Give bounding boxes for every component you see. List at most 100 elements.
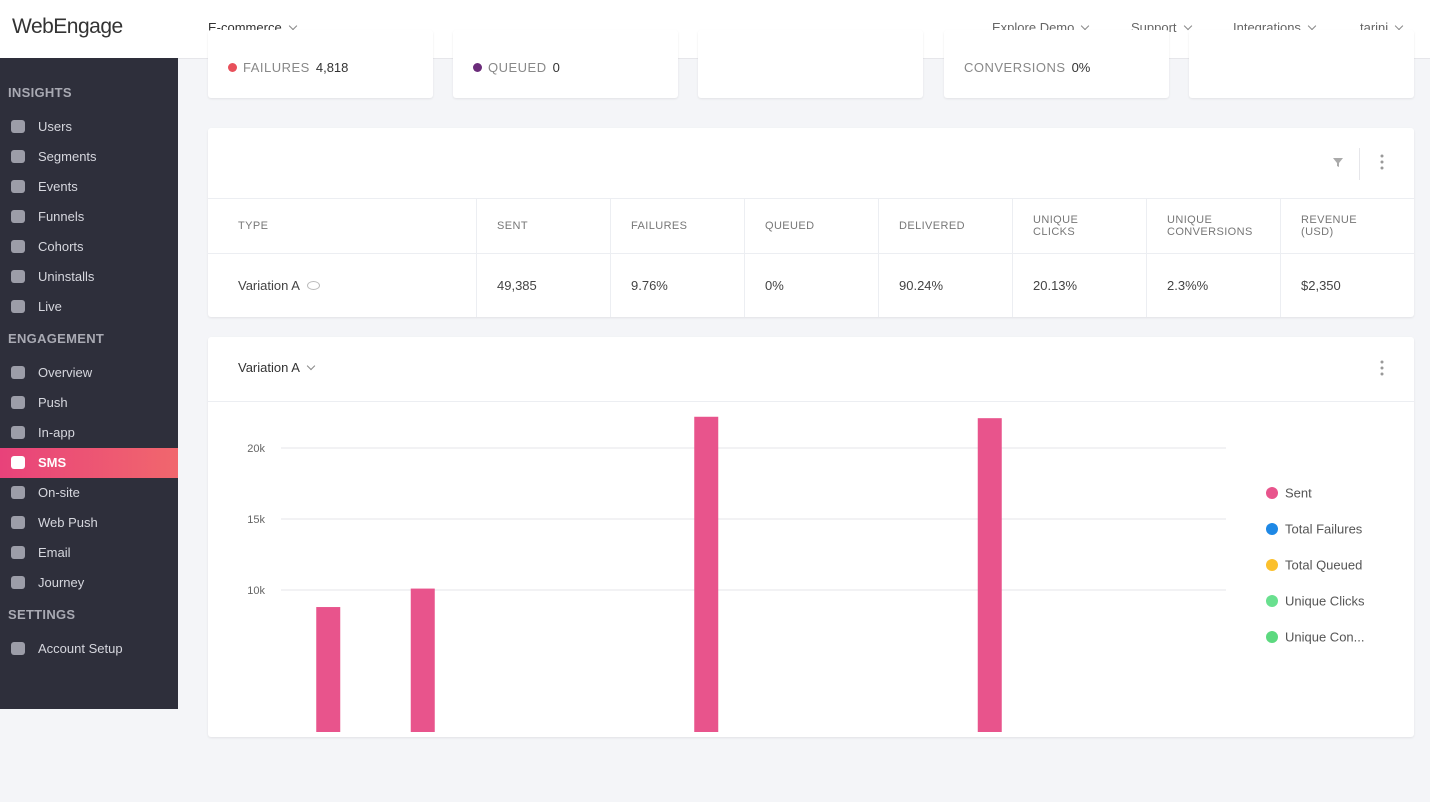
icon [11,516,25,529]
icon [11,396,25,409]
bar [410,588,435,732]
table-cell: 0% [744,254,878,317]
chevron [1307,21,1317,31]
section-title: INSIGHTS [8,85,72,100]
nav-label: Cohorts [38,239,84,254]
stat-row: QUEUED 0 [473,60,560,75]
stat-card [698,30,923,98]
table-cell: Variation A [208,254,476,317]
legend-label: Unique Clicks [1285,593,1365,608]
nav-link[interactable]: Cohorts [0,232,178,262]
nav-link[interactable]: Live [0,292,178,322]
column-header: QUEUED [744,198,878,254]
icon [11,576,25,589]
stat-label: FAILURES [243,60,310,75]
y-tick-label: 15k [247,514,265,526]
column-header: FAILURES [610,198,744,254]
icon [11,270,25,283]
nav-link[interactable]: Segments [0,142,178,172]
stat-label: CONVERSIONS [964,60,1066,75]
section-title: ENGAGEMENT [8,331,105,346]
icon [11,486,25,499]
table-cell: 90.24% [878,254,1012,317]
legend-swatch [1266,487,1278,499]
menu-icon[interactable] [1378,360,1386,376]
nav-label: On-site [38,485,80,500]
legend-label: Sent [1285,485,1312,500]
table-cell: 49,385 [476,254,610,317]
bar [694,416,719,732]
icon [11,240,25,253]
icon [11,546,25,559]
y-tick-label: 20k [247,443,265,455]
nav-link[interactable]: In-app [0,418,178,448]
cell-text: $2,350 [1301,278,1341,293]
nav-label: Web Push [38,515,98,530]
nav-label: Events [38,179,78,194]
icon [11,180,25,193]
cell-text: 9.76% [631,278,668,293]
nav-link[interactable]: Account Setup [0,634,178,664]
nav-label: Users [38,119,72,134]
logo[interactable]: WebEngage [12,15,123,38]
nav-label: Live [38,299,62,314]
column-header: SENT [476,198,610,254]
nav-link[interactable]: Events [0,172,178,202]
legend-swatch [1266,559,1278,571]
table-cell: 2.3%% [1146,254,1280,317]
legend-label: Total Queued [1285,557,1362,572]
column-header: UNIQUE CONVERSIONS [1146,198,1280,254]
stat-card: FAILURES 4,818 [208,30,433,98]
nav-link[interactable]: Push [0,388,178,418]
nav-label: In-app [38,425,75,440]
icon [11,120,25,133]
nav-link[interactable]: Uninstalls [0,262,178,292]
nav-link[interactable]: Web Push [0,508,178,538]
nav-label: Journey [38,575,85,590]
icon [11,426,25,439]
cell-text: 90.24% [899,278,944,293]
legend-swatch [1266,631,1278,643]
icon [11,366,25,379]
column-header: TYPE [238,220,269,232]
stat-card: QUEUED 0 [453,30,678,98]
chevron [1183,21,1192,31]
cell-text: 20.13% [1033,278,1078,293]
nav-label: Funnels [38,209,85,224]
nav-link[interactable]: Overview [0,358,178,388]
chart-card: Variation A 10k15k20k25kSentTotal Failur… [208,337,1414,737]
variation-select[interactable]: Variation A [238,360,316,375]
y-tick-label: 10k [247,585,265,597]
nav-label: Email [38,545,71,560]
nav-label: Segments [38,149,97,164]
table-cell: $2,350 [1280,254,1414,317]
cell-text: 49,385 [497,278,537,293]
nav-link[interactable]: Journey [0,568,178,598]
sidebar: INSIGHTS Users Segments Events Funnels Cohort… [0,58,178,709]
filter-icon[interactable] [1332,156,1344,168]
nav-label: Uninstalls [38,269,95,284]
nav-label: SMS [38,455,67,470]
icon [11,300,25,313]
menu-icon[interactable] [1378,154,1386,170]
nav-link[interactable]: SMS [0,448,178,478]
column-header: REVENUE (USD) [1280,198,1414,254]
cell-text: 0% [765,278,784,293]
bar [977,418,1002,732]
column-header: UNIQUE CLICKS [1012,198,1146,254]
nav-link[interactable]: Email [0,538,178,568]
legend-label: Total Failures [1285,521,1363,536]
stat-dot [473,63,482,72]
stat-value: 4,818 [315,60,349,75]
nav-link[interactable]: Funnels [0,202,178,232]
cell-text: 2.3%% [1167,278,1209,293]
eye-icon[interactable] [306,281,320,290]
section-title: SETTINGS [8,607,76,622]
stat-row: CONVERSIONS 0% [964,60,1090,75]
stat-card [1189,30,1414,98]
nav-link[interactable]: On-site [0,478,178,508]
cell-text: Variation A [238,278,300,293]
nav-link[interactable]: Users [0,112,178,142]
nav-label: Overview [38,365,93,380]
